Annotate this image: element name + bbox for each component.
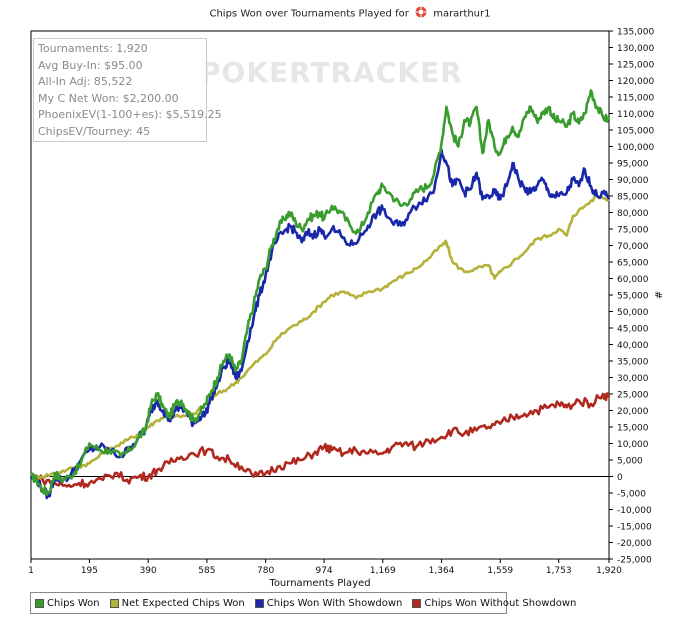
y-tick-label: 105,000: [617, 127, 654, 137]
x-tick-label: 195: [81, 566, 98, 576]
chart-legend: Chips Won Net Expected Chips Won Chips Won…: [30, 592, 576, 614]
chart-title: Chips Won over Tournaments Played for ma…: [0, 6, 700, 21]
y-tick-label: 25,000: [617, 391, 649, 401]
legend-swatch: [35, 598, 44, 608]
y-axis-label: #: [652, 291, 663, 299]
chart-title-text: Chips Won over Tournaments Played for: [209, 8, 409, 20]
y-tick-label: 15,000: [617, 424, 649, 434]
stats-box: Tournaments: 1,920 Avg Buy-In: $95.00 All-…: [33, 38, 222, 142]
stat-line: All-In Adj: 85,522: [38, 75, 133, 88]
x-tick-label: 1: [28, 566, 34, 576]
y-tick-label: 125,000: [617, 61, 654, 71]
y-tick-label: 115,000: [617, 94, 654, 104]
y-tick-label: 5,000: [617, 457, 643, 467]
y-tick-label: -25,000: [617, 556, 652, 566]
y-tick-label: 60,000: [617, 275, 649, 285]
legend-label: Chips Won: [47, 597, 100, 609]
x-tick-label: 1,920: [596, 566, 622, 576]
y-tick-label: -5,000: [617, 490, 646, 500]
series-line-net-expected: [30, 194, 610, 480]
y-tick-label: 50,000: [617, 308, 649, 318]
stat-line: My C Net Won: $2,200.00: [38, 91, 179, 105]
x-tick-label: 585: [198, 566, 215, 576]
x-tick-label: 1,753: [546, 566, 572, 576]
y-tick-label: 70,000: [617, 242, 649, 252]
y-tick-label: 130,000: [617, 44, 654, 54]
y-tick-label: 120,000: [617, 77, 654, 87]
y-tick-label: 75,000: [617, 226, 649, 236]
y-tick-label: 65,000: [617, 259, 649, 269]
y-tick-label: 135,000: [617, 28, 654, 38]
y-tick-label: 95,000: [617, 160, 649, 170]
y-tick-label: 85,000: [617, 193, 649, 203]
y-tick-label: 40,000: [617, 341, 649, 351]
legend-label: Chips Won With Showdown: [266, 597, 403, 609]
x-tick-label: 780: [257, 566, 274, 576]
y-tick-label: 35,000: [617, 358, 649, 368]
x-tick-label: 974: [315, 566, 332, 576]
stat-line: ChipsEV/Tourney: 45: [38, 124, 151, 138]
legend-item: Chips Won: [35, 598, 100, 609]
legend-item: Chips Won With Showdown: [254, 597, 403, 609]
stat-line: Tournaments: 1,920: [38, 42, 148, 55]
watermark: POKERTRACKER: [200, 56, 463, 89]
legend-label: Chips Won Without Showdown: [424, 597, 577, 609]
y-tick-label: 110,000: [617, 110, 654, 120]
legend-item: Chips Won Without Showdown: [412, 598, 576, 609]
y-tick-label: 20,000: [617, 407, 649, 417]
y-tick-label: 90,000: [617, 176, 649, 186]
stat-line: Avg Buy-In: $95.00: [38, 58, 143, 72]
legend-item: Net Expected Chips Won: [109, 597, 245, 609]
x-tick-label: 390: [140, 566, 157, 576]
y-tick-label: 45,000: [617, 325, 649, 335]
player-name: mararthur1: [433, 8, 491, 20]
y-tick-label: 100,000: [617, 143, 654, 153]
y-tick-label: 30,000: [617, 374, 649, 384]
series-line-without-showdown: [30, 392, 611, 489]
x-tick-label: 1,169: [370, 566, 396, 576]
y-tick-label: 55,000: [617, 292, 649, 302]
y-tick-label: -10,000: [617, 506, 652, 516]
y-tick-label: -15,000: [617, 523, 652, 533]
series-line-chips-won: [29, 89, 611, 496]
x-tick-label: 1,364: [429, 566, 455, 576]
poker-chip-icon: [415, 6, 427, 21]
y-tick-label: 10,000: [617, 440, 649, 450]
legend-label: Net Expected Chips Won: [121, 597, 245, 609]
legend-swatch: [109, 598, 119, 608]
x-axis-label: Tournaments Played: [268, 578, 370, 589]
y-tick-label: -20,000: [617, 539, 652, 549]
stat-line: PhoenixEV(1-100+es): $5,519.25: [38, 108, 222, 121]
legend-swatch: [254, 598, 264, 608]
y-tick-label: 0: [617, 473, 623, 483]
y-tick-label: 80,000: [617, 209, 649, 219]
legend-swatch: [412, 598, 422, 608]
x-tick-label: 1,559: [487, 566, 513, 576]
